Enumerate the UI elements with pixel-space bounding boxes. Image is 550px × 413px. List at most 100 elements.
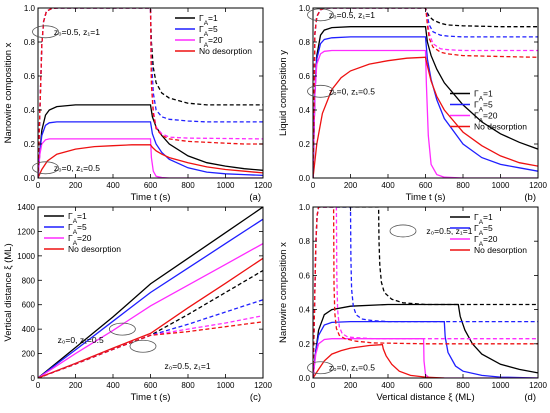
chart-panel-4: 0 200 400 600 800 1000 1200 0.0 0.2 0.4 0.6 0.8 1.0 V… (278, 203, 547, 403)
series-line-r-dashed (38, 321, 263, 378)
x-tick-label: 200 (69, 181, 83, 190)
y-axis-label: Nanowire composition x (278, 242, 289, 343)
series-line-no-desorption (313, 344, 445, 378)
legend-label: ΓA=1 (68, 211, 87, 225)
y-tick-label: 0.6 (299, 72, 311, 81)
series-line-b-dashed (313, 207, 538, 378)
annotation-ellipse (307, 8, 334, 22)
y-tick-label: 0.8 (299, 38, 311, 47)
annotation-ellipse (32, 25, 59, 39)
x-tick-label: 0 (311, 381, 316, 390)
x-tick-label: 200 (344, 181, 358, 190)
legend-label: ΓA=5 (474, 100, 493, 114)
y-tick-label: 0.8 (24, 38, 36, 47)
x-axis-label: Vertical distance ξ (ML) (376, 392, 474, 403)
series-line-m-dashed (38, 315, 263, 378)
x-tick-label: 0 (311, 181, 316, 190)
series-line-m-dashed (313, 207, 538, 378)
y-tick-label: 200 (22, 350, 36, 359)
panel-label: (a) (249, 192, 261, 203)
annotation-ellipse (129, 339, 157, 353)
y-tick-label: 0.6 (24, 72, 36, 81)
x-tick-label: 1000 (217, 181, 235, 190)
series-line-no-desorption (313, 56, 538, 178)
x-tick-label: 400 (381, 381, 395, 390)
legend-label: ΓA=1 (474, 212, 493, 226)
y-tick-label: 0.0 (299, 374, 311, 383)
y-tick-label: 0.2 (24, 140, 36, 149)
y-tick-label: 0.0 (24, 174, 36, 183)
x-tick-label: 1000 (492, 181, 510, 190)
chart-panel-1: 0 200 400 600 800 1000 1200 0.0 0.2 0.4 0.6 0.8 1.0 T… (3, 4, 272, 203)
series-line--a-1 (38, 104, 263, 178)
annotation-ellipse (307, 361, 334, 375)
y-tick-label: 0.2 (299, 140, 311, 149)
legend-label: ΓA=5 (199, 24, 218, 38)
annotation-ellipse (32, 161, 59, 175)
series-line-no-desorption (38, 257, 263, 378)
y-tick-label: 0.0 (299, 174, 311, 183)
legend-label: ΓA=20 (199, 35, 223, 49)
panel-label: (c) (250, 392, 261, 403)
y-tick-label: 0.4 (24, 106, 36, 115)
chart-panel-2: 0 200 400 600 800 1000 1200 0.0 0.2 0.4 0.6 0.8 1.0 T… (278, 4, 547, 203)
y-tick-label: 600 (22, 301, 36, 310)
annotation-text: z₀=0.5, z₁=1 (329, 10, 375, 20)
series-line-k-dashed (38, 269, 263, 378)
x-tick-label: 600 (144, 181, 158, 190)
x-tick-label: 1200 (254, 381, 272, 390)
series-line-r-dashed (38, 8, 263, 178)
x-tick-label: 1200 (254, 181, 272, 190)
x-axis-label: Time t (s) (131, 192, 171, 203)
annotation-text: z₀=0, z₁=0.5 (54, 163, 100, 173)
y-axis-label: Nanowire composition x (3, 42, 14, 143)
series-line-m-dashed (313, 8, 538, 178)
y-tick-label: 0.8 (299, 237, 311, 246)
x-tick-label: 800 (181, 381, 195, 390)
legend-label: ΓA=1 (199, 13, 218, 27)
legend-label: ΓA=20 (474, 234, 498, 248)
annotation-text: z₀=0.5, z₁=1 (426, 226, 472, 236)
y-tick-label: 1.0 (299, 4, 311, 13)
y-tick-label: 0.4 (299, 306, 311, 315)
x-tick-label: 400 (381, 181, 395, 190)
y-tick-label: 1.0 (299, 203, 311, 212)
series-line-no-desorption (38, 144, 263, 178)
annotation-text: z₀=0, z₁=0.5 (329, 86, 375, 96)
x-tick-label: 1000 (217, 381, 235, 390)
x-axis-label: Time t (s) (406, 192, 446, 203)
x-tick-label: 0 (36, 381, 41, 390)
annotation-ellipse (307, 84, 334, 98)
series-line--a-1 (313, 26, 538, 178)
annotation-text: z₀=0, z₁=0.5 (329, 363, 375, 373)
annotation-text: z₀=0, z₁=0.5 (58, 335, 104, 345)
x-tick-label: 600 (144, 381, 158, 390)
x-tick-label: 400 (106, 381, 120, 390)
x-tick-label: 200 (344, 381, 358, 390)
x-axis-label: Time t (s) (131, 392, 171, 403)
panel-label: (b) (524, 192, 536, 203)
y-tick-label: 0.4 (299, 106, 311, 115)
y-axis-label: Vertical distance ξ (ML) (3, 243, 14, 341)
series-line--a-20 (38, 243, 263, 378)
legend-label: ΓA=5 (474, 223, 493, 237)
legend-label: No desorption (474, 245, 527, 255)
y-tick-label: 0 (31, 374, 36, 383)
legend-label: ΓA=20 (68, 233, 92, 247)
annotation-text: z₀=0.5, z₁=1 (54, 27, 100, 37)
legend-label: ΓA=1 (474, 89, 493, 103)
y-tick-label: 400 (22, 325, 36, 334)
legend-label: No desorption (68, 244, 121, 254)
legend-label: No desorption (474, 122, 527, 132)
legend-label: No desorption (199, 46, 252, 56)
y-tick-label: 0.6 (299, 271, 311, 280)
y-tick-label: 1.0 (24, 4, 36, 13)
series-line--a-5 (313, 36, 538, 178)
x-tick-label: 600 (419, 181, 433, 190)
x-tick-label: 400 (106, 181, 120, 190)
x-tick-label: 800 (181, 181, 195, 190)
series-line-r-dashed (313, 207, 538, 378)
y-tick-label: 1000 (17, 252, 35, 261)
y-tick-label: 1400 (17, 203, 35, 212)
